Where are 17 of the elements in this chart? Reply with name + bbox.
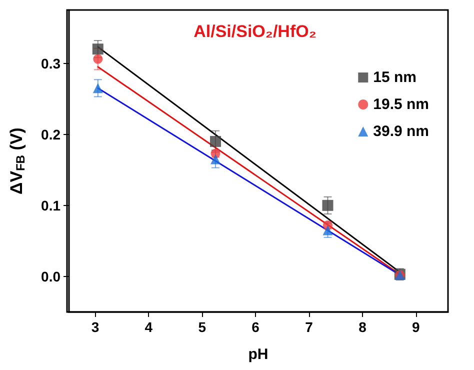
x-tick-label: 6 (252, 319, 260, 335)
x-tick-label: 4 (144, 319, 153, 335)
y-axis-title: ΔVFB (V) (7, 128, 28, 194)
x-tick-label: 5 (198, 319, 206, 335)
legend-label: 39.9 nm (373, 123, 430, 140)
text: Al/Si/SiO₂/HfO₂ (194, 22, 316, 41)
x-axis-title: pH (248, 346, 268, 363)
y-tick-label: 0.2 (41, 126, 61, 142)
x-tick-label: 8 (358, 319, 367, 335)
x-tick-label: 9 (412, 319, 420, 335)
legend-label: 15 nm (373, 69, 416, 86)
y-tick-label: 0.3 (41, 55, 61, 72)
y-tick-label: 0.0 (41, 268, 61, 284)
x-tick-label: 3 (91, 319, 100, 335)
x-tick-label: 7 (305, 319, 314, 335)
legend-label: 19.5 nm (373, 96, 430, 113)
y-tick-label: 0.1 (41, 197, 61, 214)
